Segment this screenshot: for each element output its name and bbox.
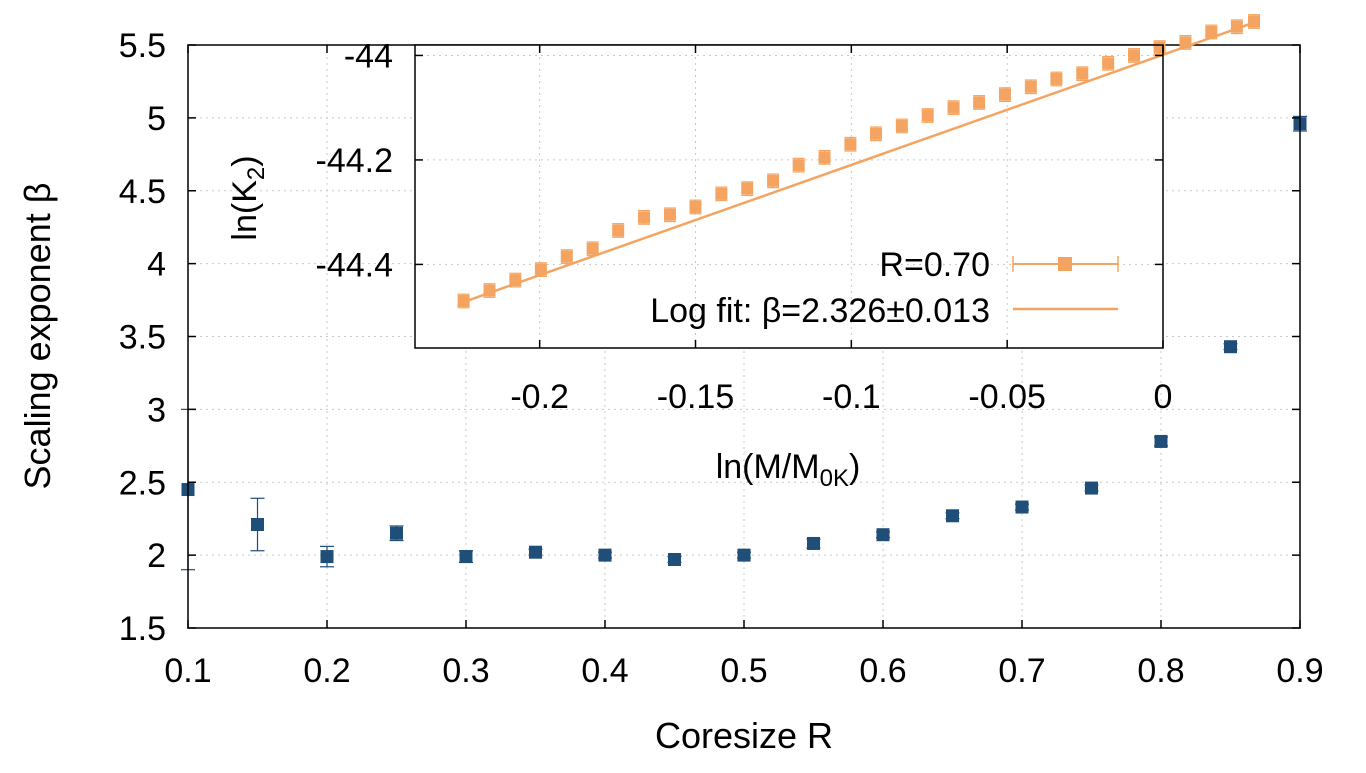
inset-data-point bbox=[947, 101, 960, 114]
main-x-axis-label: Coresize R bbox=[655, 715, 833, 756]
legend-data-marker bbox=[1058, 257, 1072, 271]
inset-data-point bbox=[483, 284, 496, 297]
inset-x-tick-label: -0.15 bbox=[657, 378, 735, 416]
inset-y-tick-label: -44.4 bbox=[316, 246, 394, 284]
inset-grid bbox=[415, 45, 1163, 348]
inset-data-point bbox=[998, 88, 1011, 101]
inset-data-point bbox=[663, 208, 676, 221]
inset-data-point bbox=[715, 187, 728, 200]
main-data-point bbox=[598, 548, 612, 562]
inset-data-point bbox=[1128, 49, 1141, 62]
inset-data-point bbox=[534, 263, 547, 276]
inset-data-point bbox=[741, 182, 754, 195]
main-x-tick-label: 0.1 bbox=[164, 652, 211, 690]
inset-y-label-end: ) bbox=[226, 155, 264, 166]
main-data-point bbox=[529, 545, 542, 559]
inset-data-point bbox=[1050, 72, 1063, 85]
inset-data-point bbox=[1153, 41, 1166, 54]
main-data-point bbox=[251, 518, 264, 532]
inset-data-point bbox=[792, 159, 805, 172]
inset-data-point bbox=[1179, 36, 1192, 49]
inset-y-tick-label: -44.2 bbox=[316, 142, 394, 180]
inset-data-point bbox=[1076, 67, 1089, 80]
inset-x-tick-label: -0.2 bbox=[510, 378, 569, 416]
inset-ticks: -0.2 -0.15 -0.1 -0.05 0 -44 -44.2 -44.4 bbox=[316, 37, 1173, 416]
inset-plot-frame bbox=[414, 44, 1164, 349]
inset-data-point bbox=[1205, 25, 1218, 38]
inset-data-point bbox=[1230, 20, 1243, 33]
inset-data-point bbox=[560, 250, 573, 263]
main-x-tick-label: 0.9 bbox=[1276, 652, 1323, 690]
inset-data-point bbox=[921, 109, 934, 122]
main-data-point bbox=[1085, 481, 1098, 495]
legend-label-fit: Log fit: β=2.326±0.013 bbox=[650, 292, 990, 330]
main-x-tick-label: 0.4 bbox=[581, 652, 628, 690]
main-y-tick-label: 3 bbox=[147, 391, 166, 429]
main-data-point bbox=[459, 550, 473, 564]
inset-data-point bbox=[1024, 80, 1037, 93]
main-y-tick-label: 4 bbox=[147, 246, 166, 284]
inset-legend: R=0.70 Log fit: β=2.326±0.013 bbox=[650, 246, 1119, 330]
inset-x-tick-label: -0.1 bbox=[822, 378, 881, 416]
inset-x-tick-label: 0 bbox=[1154, 378, 1173, 416]
inset-data-point bbox=[689, 200, 702, 213]
main-y-tick-label: 4.5 bbox=[119, 173, 166, 211]
main-x-tick-label: 0.3 bbox=[442, 652, 489, 690]
main-x-tick-label: 0.2 bbox=[303, 652, 350, 690]
inset-x-label-sub: 0K bbox=[820, 465, 849, 492]
inset-data-point bbox=[586, 242, 599, 255]
main-x-tick-label: 0.6 bbox=[859, 652, 906, 690]
main-y-tick-label: 1.5 bbox=[119, 610, 166, 648]
main-data-point bbox=[1154, 434, 1168, 448]
legend-label-data: R=0.70 bbox=[879, 246, 990, 284]
inset-data-point bbox=[869, 127, 882, 140]
main-data-point bbox=[320, 550, 334, 564]
inset-data-point bbox=[895, 119, 908, 132]
inset-data-point bbox=[767, 174, 780, 187]
inset-x-label-end: ) bbox=[849, 448, 860, 486]
main-x-tick-label: 0.5 bbox=[720, 652, 767, 690]
inset-data-point bbox=[1102, 57, 1115, 70]
inset-series bbox=[457, 14, 1261, 309]
inset-y-label-main: ln(K bbox=[226, 180, 264, 241]
main-y-tick-label: 5.5 bbox=[119, 27, 166, 65]
inset-x-tick-label: -0.05 bbox=[968, 378, 1046, 416]
main-data-point bbox=[1224, 340, 1237, 354]
main-series bbox=[181, 115, 1307, 571]
inset-data-point bbox=[457, 294, 470, 307]
main-data-point bbox=[737, 548, 751, 562]
main-data-point bbox=[946, 509, 959, 523]
inset-data-point bbox=[638, 211, 651, 224]
inset-data-point bbox=[973, 96, 986, 109]
inset-y-label-sub: 2 bbox=[243, 167, 270, 180]
main-data-point bbox=[390, 526, 403, 540]
main-y-tick-label: 2 bbox=[147, 537, 166, 575]
main-y-axis-label: Scaling exponent β bbox=[17, 183, 58, 490]
main-data-point bbox=[876, 528, 890, 542]
main-y-tick-label: 2.5 bbox=[119, 464, 166, 502]
inset-data-point bbox=[818, 151, 831, 164]
inset-x-label-main: ln(M/M bbox=[716, 448, 820, 486]
inset-y-axis-label: ln(K2) bbox=[226, 155, 270, 240]
main-y-tick-label: 5 bbox=[147, 100, 166, 138]
inset-data-point bbox=[612, 224, 625, 237]
main-data-point bbox=[1015, 500, 1029, 514]
inset-x-axis-label: ln(M/M0K) bbox=[716, 448, 861, 492]
inset-data-point bbox=[844, 138, 857, 151]
inset-data-point bbox=[1248, 15, 1261, 28]
main-data-point bbox=[668, 552, 681, 566]
main-y-tick-label: 3.5 bbox=[119, 319, 166, 357]
inset-data-point bbox=[509, 274, 522, 287]
main-data-point bbox=[807, 536, 820, 550]
main-x-tick-label: 0.8 bbox=[1137, 652, 1184, 690]
inset-y-tick-label: -44 bbox=[344, 37, 393, 75]
main-x-tick-label: 0.7 bbox=[998, 652, 1045, 690]
main-ticks: 0.1 0.2 0.3 0.4 0.5 0.6 0.7 0.8 0.9 1.5 2 2.5 3 3.5 4 4… bbox=[119, 27, 1324, 690]
